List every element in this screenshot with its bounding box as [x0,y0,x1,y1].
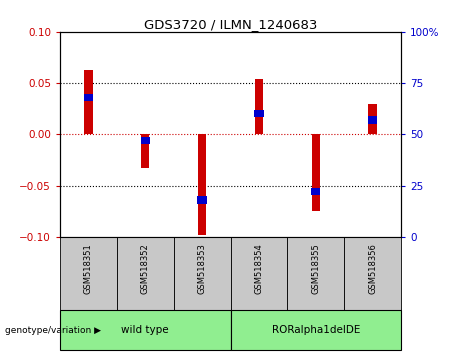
Bar [368,104,377,135]
Bar [197,196,207,204]
Bar [230,310,401,350]
Bar [141,137,150,144]
Bar [174,237,230,310]
Bar [141,135,149,168]
Text: genotype/variation ▶: genotype/variation ▶ [5,326,100,335]
Bar [198,135,207,235]
Title: GDS3720 / ILMN_1240683: GDS3720 / ILMN_1240683 [144,18,317,31]
Bar [117,237,174,310]
Bar [344,237,401,310]
Bar [368,116,378,124]
Text: GSM518351: GSM518351 [84,243,93,293]
Bar [83,94,93,101]
Text: GSM518353: GSM518353 [198,243,207,294]
Text: GSM518356: GSM518356 [368,243,377,294]
Text: GSM518354: GSM518354 [254,243,263,293]
Bar [60,237,117,310]
Bar [254,110,264,118]
Bar [230,237,287,310]
Text: wild type: wild type [121,325,169,335]
Text: GSM518355: GSM518355 [311,243,320,293]
Bar [287,237,344,310]
Bar [60,310,230,350]
Text: GSM518352: GSM518352 [141,243,150,293]
Bar [84,70,93,135]
Bar [254,79,263,135]
Text: RORalpha1delDE: RORalpha1delDE [272,325,360,335]
Bar [311,188,320,195]
Bar [312,135,320,211]
